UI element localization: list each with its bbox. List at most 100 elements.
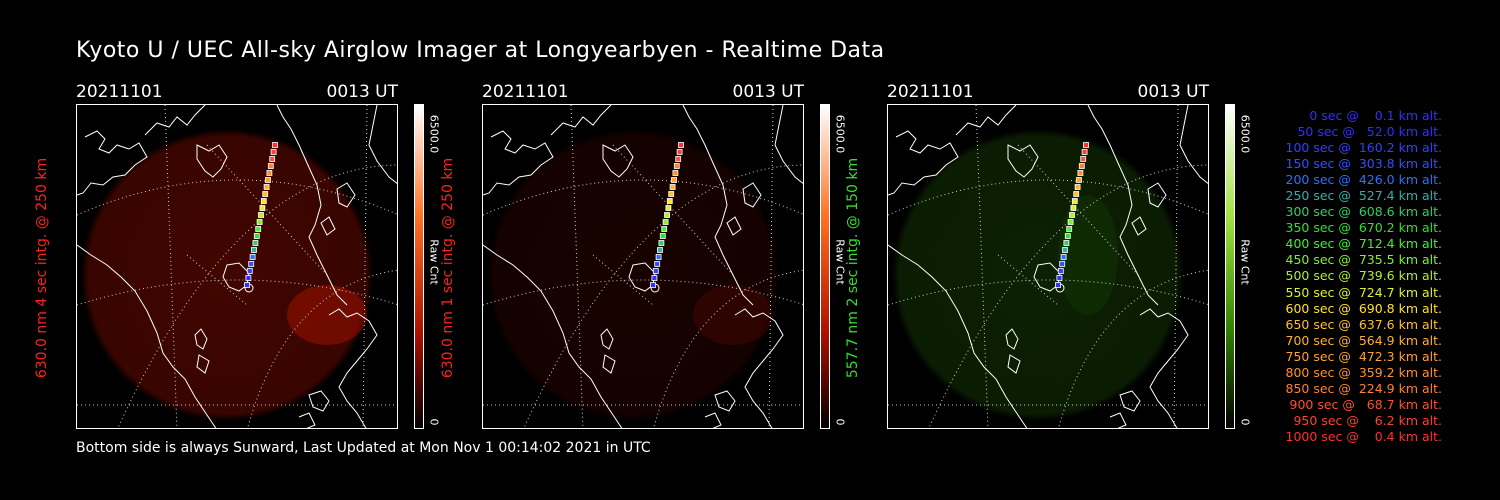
trajectory-point [659,233,666,239]
legend-row: 900 sec @ 68.7 km alt. [1285,396,1442,412]
trajectory-point [1074,184,1081,190]
trajectory-point [652,268,659,274]
trajectory-point [245,275,252,281]
legend-row: 450 sec @ 735.5 km alt. [1281,252,1443,268]
trajectory-point [1069,212,1075,218]
legend-row: 600 sec @ 690.8 km alt. [1281,300,1443,316]
panel-time: 0013 UT [732,82,805,102]
trajectory-point [657,247,663,253]
trajectory-point [666,198,673,204]
imager-panel-630-1sec: 20211101 0013 UT 630.0 nm 1 sec intg. @ … [440,82,862,432]
trajectory-point [654,261,661,267]
aurora-blob [693,285,773,345]
grid-lines [888,105,1208,428]
legend-row: 1000 sec @ 0.4 km alt. [1285,428,1442,444]
sky-image [887,104,1209,429]
trajectory-point [1071,198,1078,204]
trajectory-point [265,177,271,183]
trajectory-point [270,149,277,155]
trajectory-point [1081,149,1088,155]
coastline [483,105,803,428]
trajectory-point [673,163,680,169]
allsky-field [81,129,373,421]
aurora-blob [1058,195,1118,315]
panel-time: 0013 UT [326,82,399,102]
sky-image [482,104,804,429]
legend-row: 800 sec @ 359.2 km alt. [1281,364,1443,380]
trajectory-point [651,275,658,281]
trajectory-point [675,156,682,162]
imager-panel-557-2sec: 20211101 0013 UT 557.7 nm 2 sec intg. @ … [845,82,1267,432]
trajectory-point [669,184,676,190]
trajectory-point [1064,233,1071,239]
trajectory-point [1056,275,1063,281]
trajectory-point [664,212,670,218]
sky-image [76,104,398,429]
trajectory-point [267,163,274,169]
legend-row: 100 sec @ 160.2 km alt. [1281,140,1443,156]
trajectory-point [650,282,656,288]
trajectory-point [1062,247,1068,253]
panel-date: 20211101 [887,82,974,102]
trajectory-point [1066,226,1073,232]
trajectory-point [266,170,273,176]
trajectory-point [1063,240,1070,246]
trajectory-point [258,212,264,218]
legend-row: 300 sec @ 608.6 km alt. [1281,204,1443,220]
trajectory-point [248,261,255,267]
trajectory-point [253,233,260,239]
trajectory-point [246,268,253,274]
colorbar [414,104,424,429]
trajectory-point [662,219,669,225]
legend-row: 250 sec @ 527.4 km alt. [1281,188,1443,204]
legend-row: 400 sec @ 712.4 km alt. [1281,236,1443,252]
allsky-field [892,129,1184,421]
trajectory-point [1080,156,1087,162]
trajectory-point [1073,191,1080,197]
allsky-field [487,129,779,421]
panel-date: 20211101 [482,82,569,102]
grid-lines [483,105,803,428]
trajectory-point [249,254,256,260]
trajectory-point [1070,205,1077,211]
coastline [77,105,397,428]
footer-note: Bottom side is always Sunward, Last Upda… [76,440,651,456]
legend-row: 500 sec @ 739.6 km alt. [1281,268,1443,284]
colorbar [820,104,830,429]
legend-row: 50 sec @ 52.0 km alt. [1289,124,1442,140]
page-title: Kyoto U / UEC All-sky Airglow Imager at … [76,38,885,63]
aurora-blob [287,285,367,345]
trajectory-point [260,198,267,204]
trajectory-point [269,156,276,162]
trajectory-point [676,149,683,155]
panel-date: 20211101 [76,82,163,102]
legend-row: 700 sec @ 564.9 km alt. [1281,332,1443,348]
trajectory-point [1059,261,1066,267]
imager-panel-630-4sec: 20211101 0013 UT 630.0 nm 4 sec intg. @ … [34,82,456,432]
trajectory-point [655,254,662,260]
legend-row: 350 sec @ 670.2 km alt. [1281,220,1443,236]
trajectory-point [256,219,263,225]
trajectory-point [658,240,665,246]
panel-time: 0013 UT [1137,82,1210,102]
trajectory-point [251,247,257,253]
coastline [888,105,1208,428]
trajectory-point [252,240,259,246]
trajectory-point [255,226,262,232]
trajectory-point [665,205,672,211]
trajectory-point [263,184,270,190]
trajectory-point [1057,268,1064,274]
legend-row: 550 sec @ 724.7 km alt. [1281,284,1443,300]
trajectory-point [1077,170,1084,176]
legend-row: 200 sec @ 426.0 km alt. [1281,172,1443,188]
trajectory-point [1067,219,1074,225]
trajectory-point [671,177,677,183]
trajectory-point [672,170,679,176]
trajectory-point [259,205,266,211]
legend-row: 850 sec @ 224.9 km alt. [1281,380,1443,396]
trajectory-point [1060,254,1067,260]
trajectory-legend: 0 sec @ 0.1 km alt. 50 sec @ 52.0 km alt… [1262,108,1443,445]
trajectory-point [272,142,278,148]
legend-row: 0 sec @ 0.1 km alt. [1297,108,1442,123]
trajectory-point [1083,142,1089,148]
